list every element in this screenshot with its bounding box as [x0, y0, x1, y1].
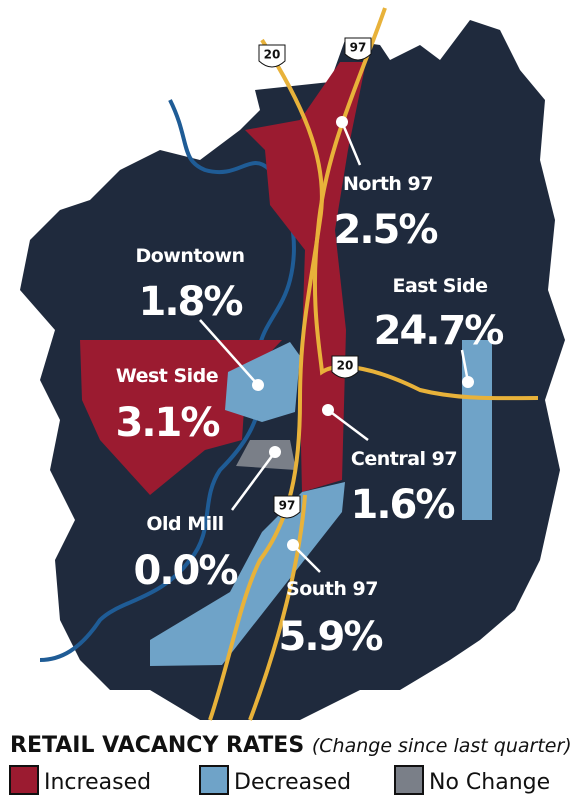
region-name: Central 97	[351, 448, 457, 470]
region-south-97	[150, 482, 345, 666]
shield-label: 20	[337, 359, 354, 373]
leader-line	[199, 319, 259, 386]
region-name: North 97	[343, 173, 433, 195]
region-value: 5.9%	[279, 614, 383, 660]
legend: Increased Decreased No Change	[9, 765, 550, 795]
shield-label: 20	[264, 48, 281, 62]
region-value: 1.6%	[351, 482, 455, 528]
legend-swatch	[394, 765, 424, 795]
road-shield: 97	[273, 495, 301, 519]
region-east-side	[462, 340, 492, 520]
subtitle: (Change since last quarter)	[312, 735, 570, 757]
road-shield: 97	[344, 37, 372, 61]
leader-dot	[462, 376, 474, 388]
title: RETAIL VACANCY RATES	[10, 733, 304, 758]
region-name: Old Mill	[146, 513, 223, 535]
region-value: 24.7%	[374, 308, 504, 354]
shields: 20 97 20 97	[258, 37, 372, 519]
legend-title: RETAIL VACANCY RATES (Change since last …	[10, 733, 570, 758]
road-shield: 20	[258, 44, 286, 68]
region-name: East Side	[393, 275, 488, 297]
leader-dot	[269, 446, 281, 458]
leader-dot	[287, 539, 299, 551]
region-north-central-97	[245, 62, 366, 492]
shield-shape	[331, 355, 359, 379]
region-name: Downtown	[135, 245, 244, 267]
leader-line	[230, 451, 277, 511]
region-name: South 97	[286, 578, 378, 600]
leader-dot	[252, 379, 264, 391]
shield-label: 97	[279, 499, 296, 513]
shield-shape	[273, 495, 301, 519]
leader-line	[292, 544, 321, 573]
shield-label: 97	[350, 41, 367, 55]
road	[208, 38, 324, 721]
legend-swatch	[9, 765, 39, 795]
legend-label: Decreased	[234, 770, 351, 795]
road-shield: 20	[331, 355, 359, 379]
region-value: 0.0%	[134, 548, 238, 594]
shield-shape	[344, 37, 372, 61]
region-value: 3.1%	[116, 400, 220, 446]
region-labels: North 97 2.5% Downtown 1.8% East Side 24…	[116, 173, 506, 660]
region-value: 1.8%	[139, 279, 243, 325]
road	[248, 494, 307, 721]
leader-dot	[336, 116, 348, 128]
leader-line	[340, 121, 362, 166]
legend-label: Increased	[44, 770, 151, 795]
shield-shape	[258, 44, 286, 68]
region-value: 2.5%	[334, 207, 438, 253]
leaders	[199, 116, 474, 573]
region-old-mill	[236, 440, 296, 470]
region-name: West Side	[116, 365, 218, 387]
leader-dot	[322, 404, 334, 416]
legend-swatch	[199, 765, 229, 795]
legend-label: No Change	[429, 770, 550, 795]
leader-line	[327, 409, 369, 441]
